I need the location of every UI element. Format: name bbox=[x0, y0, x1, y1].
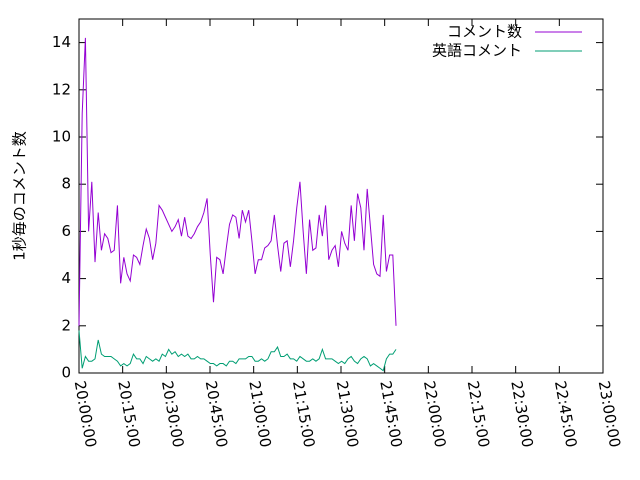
series-layer bbox=[78, 37, 397, 372]
x-tick-label: 20:30:00 bbox=[158, 379, 187, 448]
x-tick-label: 20:00:00 bbox=[71, 379, 100, 448]
plot-area-frame bbox=[78, 18, 604, 374]
y-tick-label: 8 bbox=[61, 175, 71, 193]
series-line-0 bbox=[78, 37, 397, 326]
x-tick-label: 21:30:00 bbox=[333, 379, 362, 448]
x-tick-label: 21:45:00 bbox=[376, 379, 405, 448]
y-tick-label: 2 bbox=[61, 316, 71, 334]
x-tick-label: 21:15:00 bbox=[289, 379, 318, 448]
y-axis-label: 1秒毎のコメント数 bbox=[11, 131, 29, 261]
x-axis: 20:00:00 20:15:00 20:30:00 20:45:00 21:00:00… bbox=[71, 19, 624, 449]
x-tick-label: 22:00:00 bbox=[420, 379, 449, 448]
y-axis: 0 2 4 6 8 10 12 14 bbox=[52, 33, 603, 382]
y-tick-label: 14 bbox=[52, 33, 71, 51]
x-tick-label: 22:15:00 bbox=[464, 379, 493, 448]
y-tick-label: 6 bbox=[61, 222, 71, 240]
legend-label-0: コメント数 bbox=[447, 23, 522, 41]
x-tick-label: 22:45:00 bbox=[551, 379, 580, 448]
y-tick-label: 4 bbox=[61, 269, 71, 287]
x-tick-label: 22:30:00 bbox=[507, 379, 536, 448]
y-tick-label: 10 bbox=[52, 128, 71, 146]
x-tick-label: 20:45:00 bbox=[202, 379, 231, 448]
series-line-1 bbox=[78, 330, 397, 372]
y-tick-label: 12 bbox=[52, 80, 71, 98]
x-tick-label: 20:15:00 bbox=[114, 379, 143, 448]
x-tick-label: 21:00:00 bbox=[245, 379, 274, 448]
y-tick-label: 0 bbox=[61, 364, 71, 382]
x-tick-label: 23:00:00 bbox=[595, 379, 624, 448]
legend-label-1: 英語コメント bbox=[432, 42, 522, 60]
